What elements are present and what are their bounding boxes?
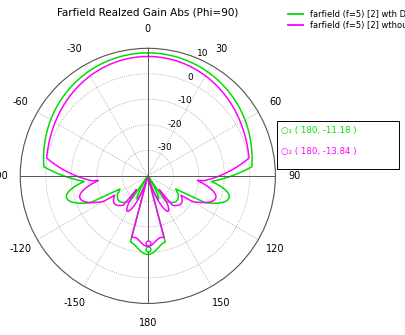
- Legend: farfield (f=5) [2] wth DGS, farfield (f=5) [2] wthout DGS: farfield (f=5) [2] wth DGS, farfield (f=…: [285, 7, 405, 34]
- Text: ○₂ ( 180, -13.84 ): ○₂ ( 180, -13.84 ): [281, 147, 356, 156]
- Title: Farfield Realzed Gain Abs (Phi=90): Farfield Realzed Gain Abs (Phi=90): [57, 7, 239, 17]
- Text: ○₁ ( 180, -11.18 ): ○₁ ( 180, -11.18 ): [281, 126, 356, 135]
